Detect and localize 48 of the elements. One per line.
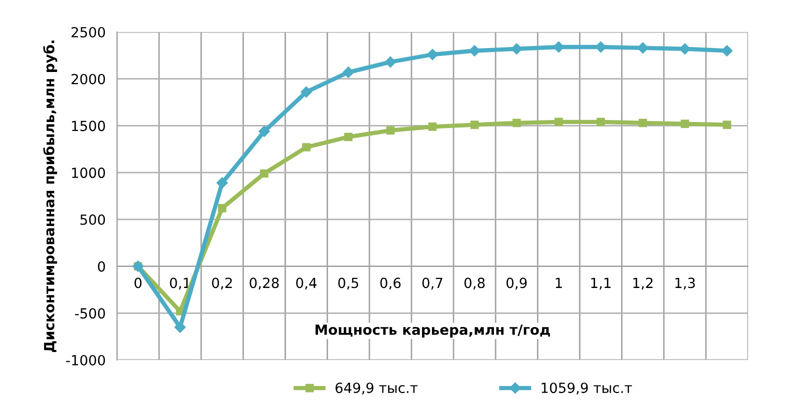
x-tick-label: 0,9 <box>506 278 527 290</box>
y-axis-title: Дисконтимрованная прибыль,млн руб. <box>43 40 58 352</box>
x-tick-label: 0,28 <box>250 278 279 290</box>
point <box>722 120 732 129</box>
point <box>386 126 395 135</box>
point <box>680 120 690 128</box>
x-tick-label: 0,5 <box>338 278 358 290</box>
point <box>426 48 438 60</box>
point <box>260 169 268 178</box>
y-tick-label: 1000 <box>72 168 105 178</box>
x-tick-label: 1,2 <box>633 278 652 290</box>
x-tick-label: 1,1 <box>591 278 611 290</box>
point <box>554 118 563 126</box>
point <box>511 43 522 54</box>
x-tick-label: 0 <box>134 278 142 288</box>
point <box>428 122 437 131</box>
point <box>596 118 605 126</box>
y-tick-label: 1500 <box>72 120 105 132</box>
x-tick-label: 1,3 <box>675 278 695 290</box>
point <box>721 45 733 56</box>
x-tick-label: 0,4 <box>296 278 317 290</box>
legend-label: 649,9 тыс.т <box>336 382 418 395</box>
x-axis-title: Мощность карьера,млн т/год <box>316 324 550 338</box>
point <box>342 66 354 78</box>
y-tick-label: 0 <box>98 261 105 272</box>
legend-label: 1059,9 тыс.т <box>542 382 632 395</box>
x-tick-label: 0,2 <box>212 278 232 290</box>
point <box>216 177 228 188</box>
point <box>637 42 648 54</box>
point <box>512 118 521 128</box>
point <box>638 118 647 128</box>
y-tick-label: 2000 <box>72 74 105 84</box>
x-tick-label: 0,6 <box>380 278 401 290</box>
point <box>174 322 186 333</box>
point <box>470 120 479 129</box>
x-tick-label: 0,8 <box>464 278 485 290</box>
y-tick-label: -500 <box>75 308 105 319</box>
point <box>218 204 226 212</box>
point <box>302 143 310 152</box>
y-tick-label: 2500 <box>72 26 105 38</box>
x-tick-label: 0,7 <box>422 278 442 290</box>
x-tick-label: 1 <box>556 278 562 288</box>
point <box>300 86 312 98</box>
point <box>258 126 270 137</box>
point <box>344 132 353 142</box>
point <box>384 56 396 68</box>
y-tick-label: -1000 <box>66 354 105 366</box>
y-tick-label: 500 <box>80 214 105 225</box>
